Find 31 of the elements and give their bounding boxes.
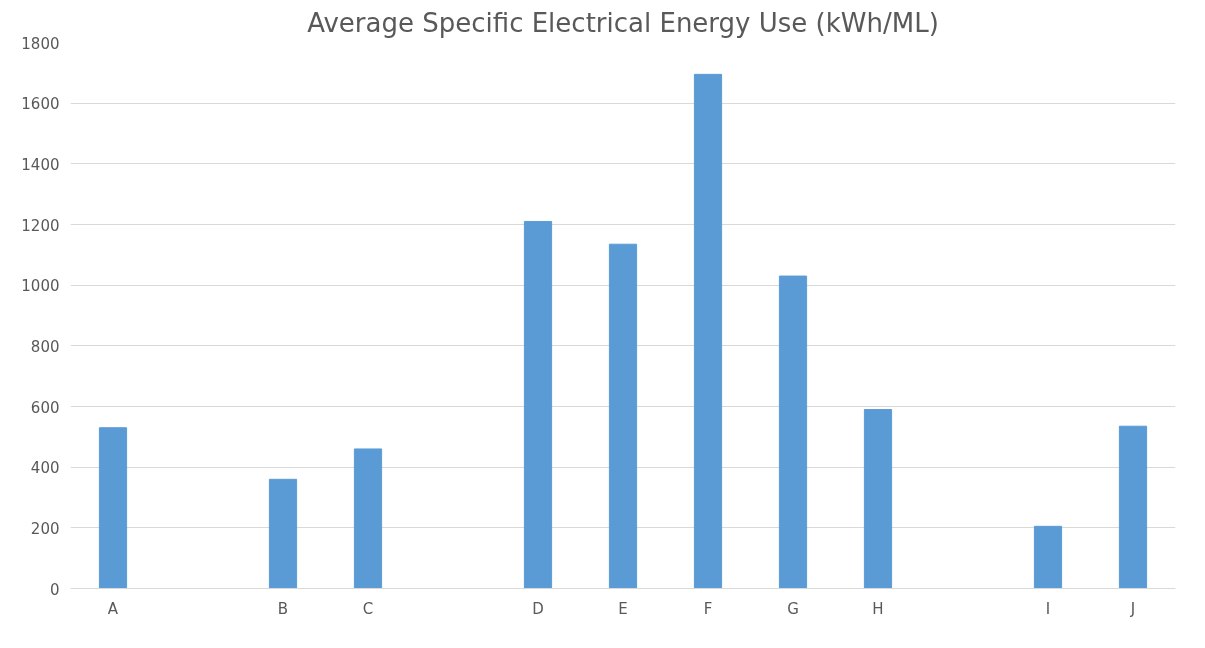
bar (778, 275, 808, 589)
y-tick-label: 1200 (21, 216, 60, 235)
x-tick-label: G (787, 599, 799, 618)
bar (863, 409, 893, 589)
x-tick-label: C (362, 599, 374, 618)
y-tick-label: 1800 (21, 34, 60, 53)
x-tick-label: D (532, 599, 544, 618)
x-tick-label: F (703, 599, 713, 618)
x-tick-label: J (1129, 599, 1136, 618)
x-tick-label: E (618, 599, 628, 618)
y-tick-label: 800 (30, 337, 60, 356)
y-tick-label: 1600 (21, 95, 60, 114)
bar (353, 448, 383, 589)
x-tick-label: B (277, 599, 289, 618)
bar (1118, 425, 1148, 589)
y-tick-label: 1400 (21, 155, 60, 174)
bar (98, 427, 128, 589)
x-tick-label: I (1045, 599, 1051, 618)
bar (608, 243, 638, 589)
y-tick-label: 200 (30, 519, 60, 538)
bar (268, 478, 298, 589)
y-tick-label: 600 (30, 398, 60, 417)
bar (523, 220, 553, 589)
x-tick-label: A (107, 599, 119, 618)
bar (693, 73, 723, 589)
x-tick-label: H (872, 599, 884, 618)
y-tick-label: 0 (49, 580, 60, 599)
y-tick-label: 400 (30, 459, 60, 478)
y-tick-label: 1000 (21, 277, 60, 296)
bar (1033, 525, 1063, 589)
chart-title: Average Specific Electrical Energy Use (kWh/ML) (307, 7, 939, 38)
